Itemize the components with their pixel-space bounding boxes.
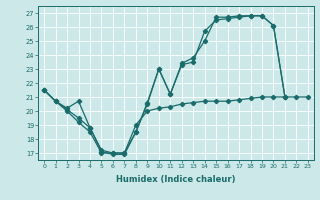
X-axis label: Humidex (Indice chaleur): Humidex (Indice chaleur) — [116, 175, 236, 184]
